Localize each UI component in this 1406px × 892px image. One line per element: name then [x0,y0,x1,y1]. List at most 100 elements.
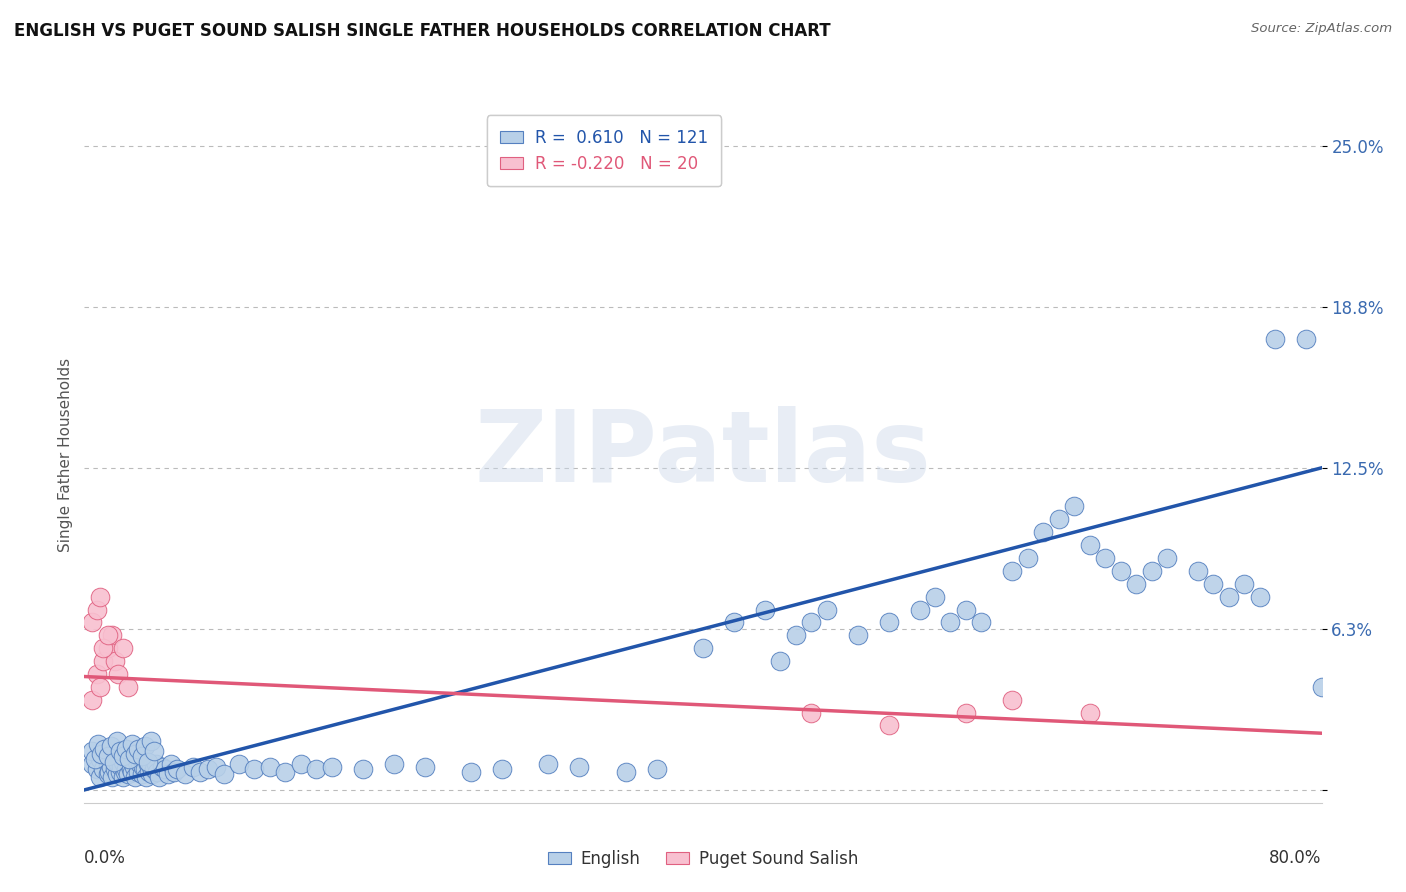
Point [100,760,122,774]
Point [100,739,122,753]
Point [846,628,869,642]
Point [139,760,162,774]
Point [1249,590,1271,604]
Point [101,770,124,784]
Point [89,770,111,784]
Point [754,602,776,616]
Point [259,760,281,774]
Point [121,737,143,751]
Y-axis label: Single Father Households: Single Father Households [58,358,73,552]
Point [174,767,197,781]
Point [160,757,183,772]
Point [800,615,823,630]
Point [110,760,132,774]
Point [228,757,250,772]
Point [96,749,118,764]
Point [96,757,118,772]
Point [1187,564,1209,578]
Text: Source: ZipAtlas.com: Source: ZipAtlas.com [1251,22,1392,36]
Point [118,752,141,766]
Point [120,762,142,776]
Point [129,757,152,772]
Point [82,744,104,758]
Point [1017,551,1039,566]
Point [91,654,114,668]
Point [131,767,153,781]
Point [1094,551,1116,566]
Point [163,764,186,779]
Point [955,602,977,616]
Point [84,752,107,766]
Point [939,615,962,630]
Point [114,764,136,779]
Point [115,762,138,776]
Point [156,767,179,781]
Point [1202,576,1225,591]
Point [127,764,149,779]
Point [321,760,343,774]
Point [112,641,135,656]
Point [352,762,374,776]
Point [104,654,127,668]
Point [101,628,124,642]
Point [98,764,121,779]
Point [692,641,714,656]
Point [112,770,135,784]
Point [1310,680,1333,694]
Point [614,764,637,779]
Point [103,755,125,769]
Point [274,764,297,779]
Point [87,737,110,751]
Point [134,739,156,753]
Point [148,770,170,784]
Legend: R =  0.610   N = 121, R = -0.220   N = 20: R = 0.610 N = 121, R = -0.220 N = 20 [486,115,721,186]
Point [89,590,111,604]
Point [124,747,146,761]
Legend: English, Puget Sound Salish: English, Puget Sound Salish [541,844,865,875]
Point [141,767,163,781]
Text: ZIPatlas: ZIPatlas [475,407,931,503]
Point [769,654,792,668]
Point [877,615,900,630]
Point [785,628,807,642]
Point [166,762,188,776]
Point [127,741,149,756]
Point [1047,512,1070,526]
Point [136,755,159,769]
Point [290,757,312,772]
Point [107,667,129,681]
Point [924,590,946,604]
Point [135,770,157,784]
Point [1063,500,1085,514]
Point [197,762,219,776]
Point [93,741,115,756]
Point [568,760,591,774]
Point [1001,692,1024,706]
Point [86,762,108,776]
Point [212,767,235,781]
Point [537,757,560,772]
Point [1218,590,1240,604]
Point [1078,538,1101,552]
Point [1233,576,1256,591]
Point [800,706,823,720]
Point [139,734,162,748]
Point [112,749,135,764]
Point [1109,564,1132,578]
Point [108,744,131,758]
Point [96,641,118,656]
Point [125,755,148,769]
Point [117,680,139,694]
Point [1295,332,1317,346]
Point [305,762,328,776]
Point [107,757,129,772]
Point [153,762,176,776]
Point [815,602,838,616]
Point [145,757,167,772]
Point [134,762,156,776]
Point [82,757,104,772]
Point [105,734,128,748]
Point [124,770,146,784]
Point [96,628,118,642]
Point [132,760,155,774]
